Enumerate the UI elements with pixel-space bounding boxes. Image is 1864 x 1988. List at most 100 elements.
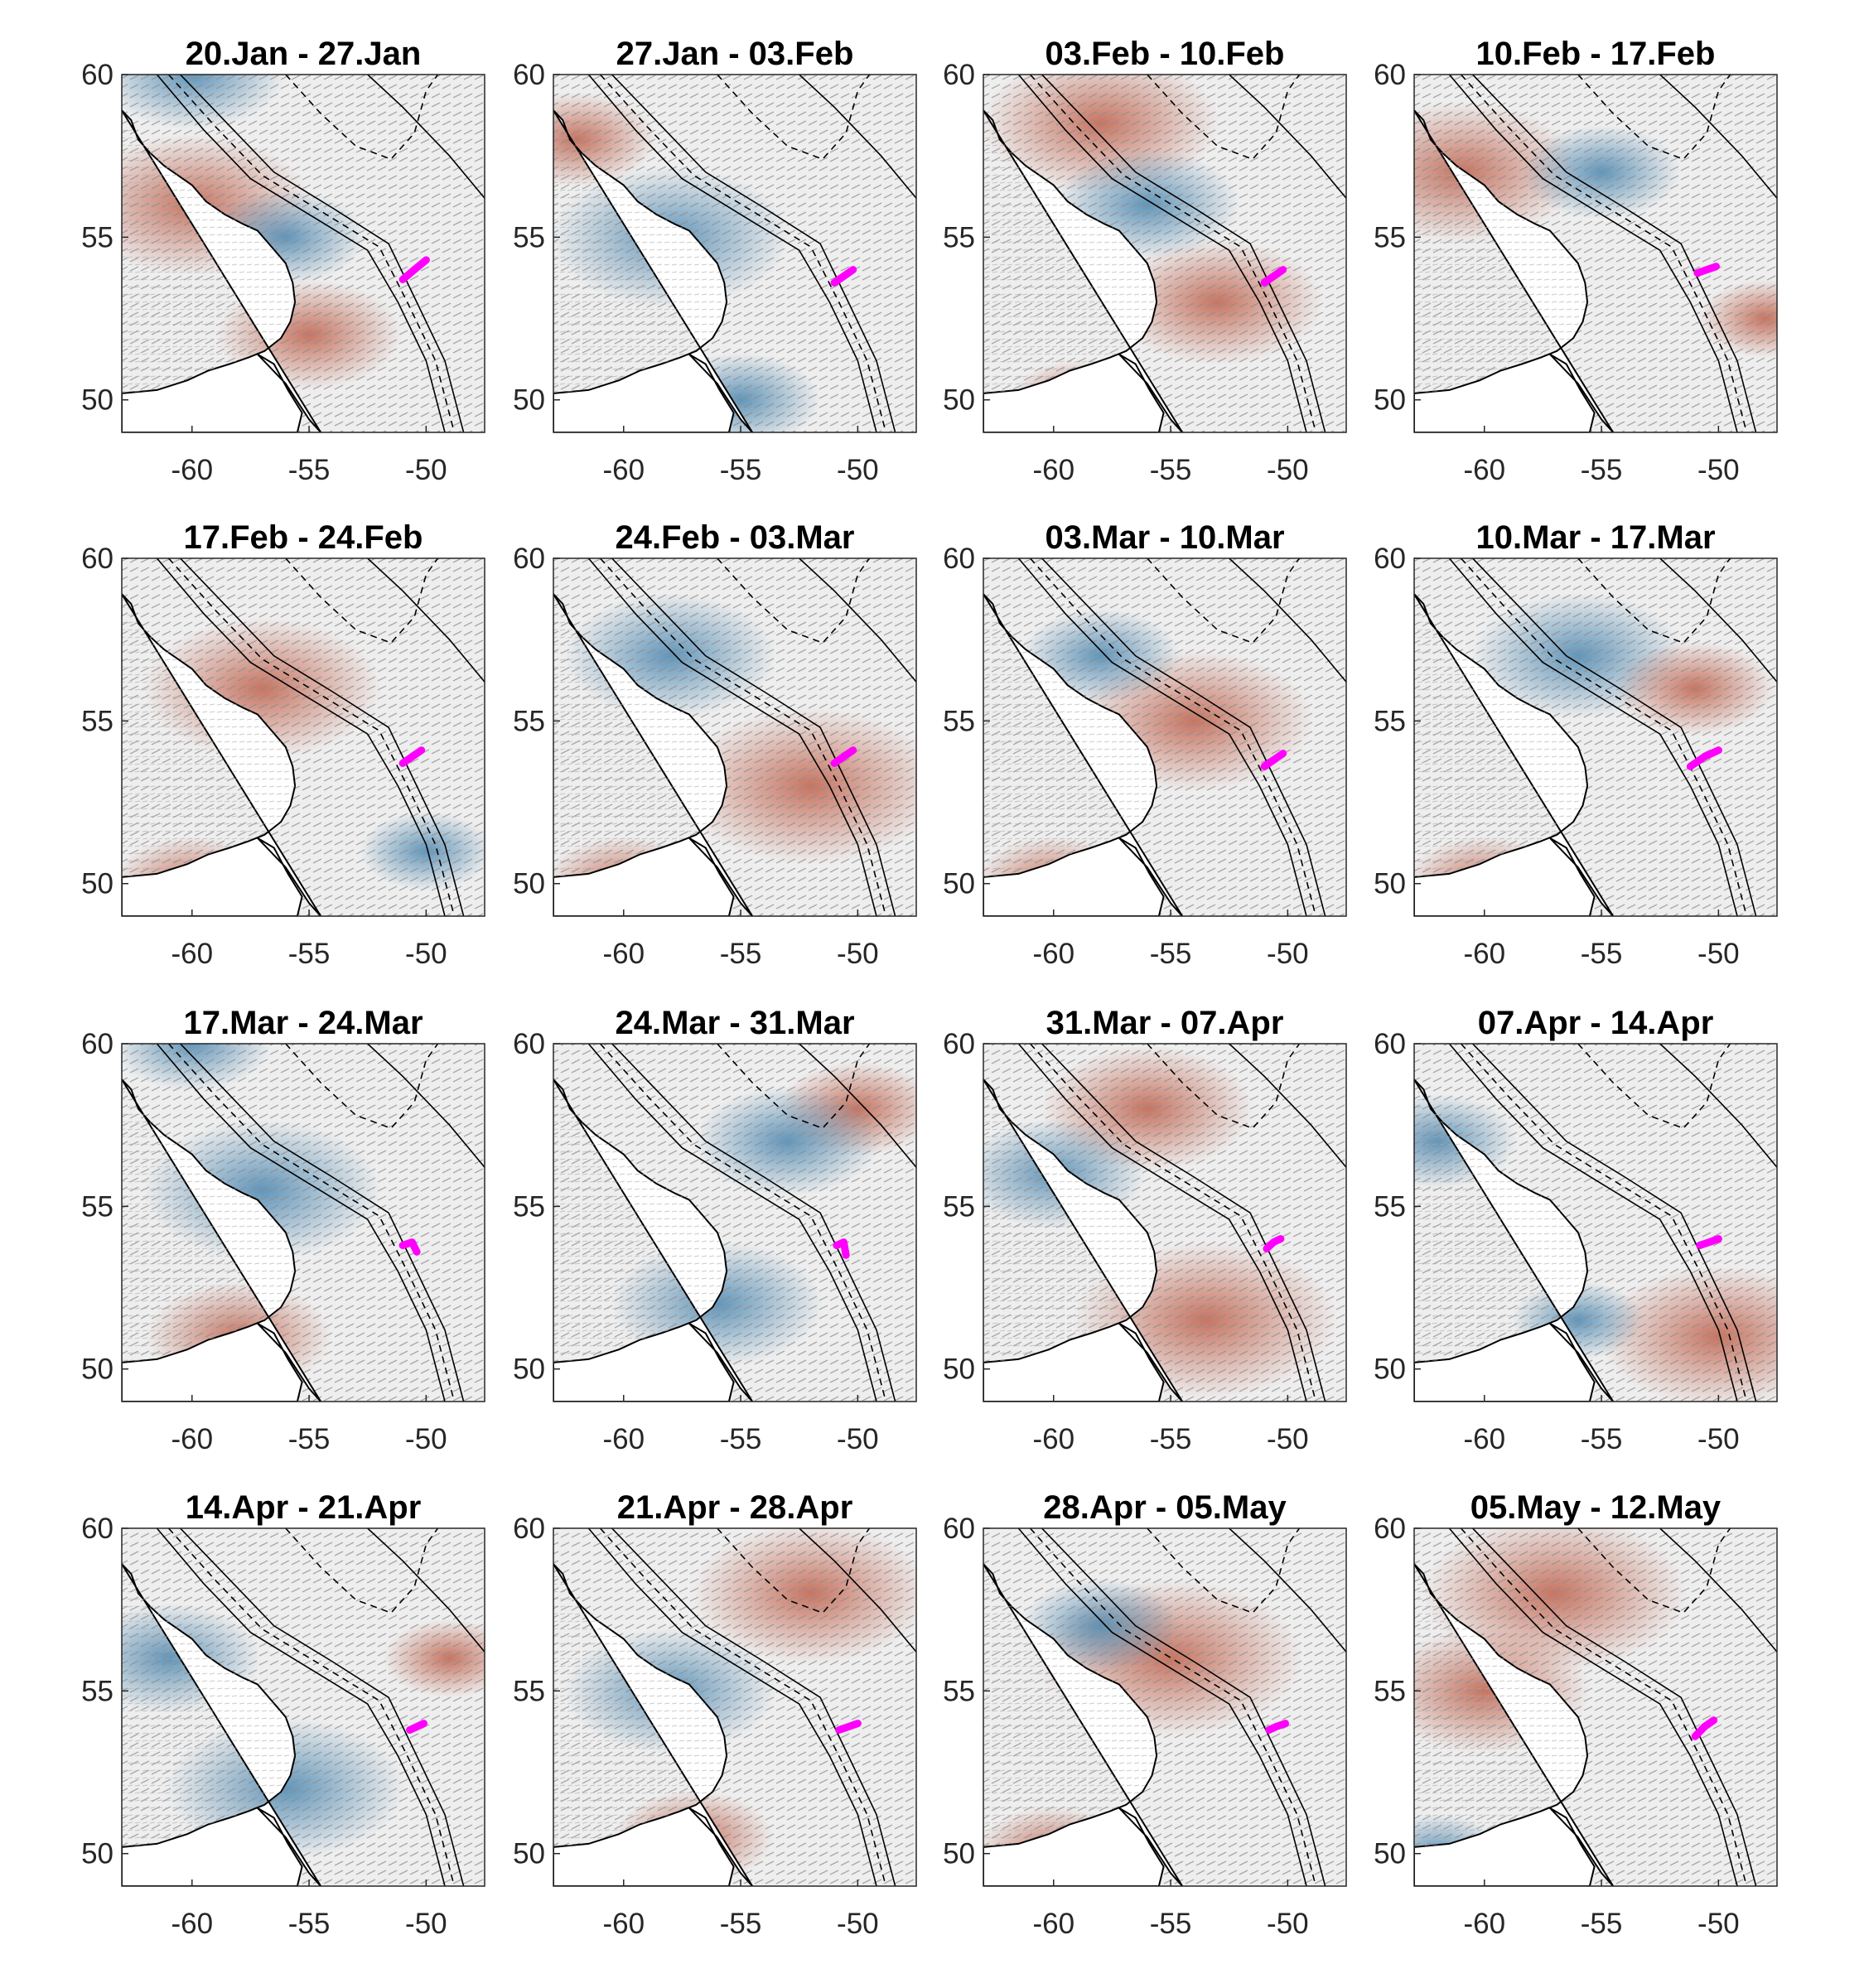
- axes-frame: [553, 557, 917, 917]
- x-tick-label: -50: [1267, 454, 1309, 486]
- bathymetry-contour: [1460, 558, 1748, 916]
- x-tick-label: -60: [1463, 938, 1505, 970]
- axes-frame: [1413, 74, 1778, 433]
- axes-frame: [553, 74, 917, 433]
- land-vector-field: [122, 1079, 296, 1402]
- bathymetry-contour: [799, 558, 916, 683]
- land-vector-field: [553, 1564, 727, 1886]
- axes-frame: [1413, 557, 1778, 917]
- y-tick-label: 60: [1374, 543, 1406, 575]
- bathymetry-contour: [1577, 558, 1731, 644]
- bathymetry-contour: [180, 1044, 465, 1402]
- map-panel: 14.Apr - 21.Apr -60 -55 -50 50 55 60: [81, 1489, 485, 1940]
- y-tick-label: 55: [1374, 1190, 1406, 1223]
- y-tick-label: 55: [1374, 221, 1406, 253]
- bathymetry-contour: [1229, 558, 1346, 683]
- x-tick-label: -50: [837, 1908, 879, 1940]
- bathymetry-contour: [587, 75, 877, 432]
- bathymetry-contour: [156, 1528, 446, 1886]
- panel-title: 20.Jan - 27.Jan: [186, 36, 422, 72]
- bathymetry-contour: [1041, 1528, 1326, 1886]
- x-tick-label: -60: [1032, 1423, 1074, 1455]
- y-tick-label: 50: [1374, 1353, 1406, 1386]
- map-panel: 07.Apr - 14.Apr -60 -55 -50 50 55 60: [1374, 1005, 1778, 1455]
- bathymetry-contour: [599, 1044, 887, 1402]
- y-tick-label: 60: [943, 59, 975, 91]
- axes-frame: [121, 1527, 485, 1887]
- bathymetry-contour: [285, 558, 439, 644]
- bathymetry-contour: [1577, 1528, 1731, 1614]
- drifter-track-marker: [1696, 1235, 1722, 1249]
- x-tick-label: -60: [1463, 1423, 1505, 1455]
- x-tick-label: -50: [1267, 1423, 1309, 1455]
- map-panel: 24.Feb - 03.Mar -60 -55 -50 50 55 60: [513, 519, 917, 970]
- land-vector-field: [983, 110, 1157, 432]
- land-vector-field: [1414, 110, 1588, 432]
- y-tick-label: 60: [1374, 1513, 1406, 1545]
- y-tick-label: 55: [943, 1675, 975, 1707]
- y-tick-label: 55: [513, 221, 545, 253]
- panel-title: 24.Mar - 31.Mar: [615, 1005, 854, 1041]
- axes-frame: [121, 1043, 485, 1402]
- bathymetry-contour: [1029, 1044, 1317, 1402]
- bathymetry-contour: [1041, 1044, 1326, 1402]
- bathymetry-contour: [1147, 75, 1301, 161]
- drifter-track-marker: [398, 746, 426, 767]
- map-panel: 10.Mar - 17.Mar -60 -55 -50 50 55 60: [1374, 519, 1778, 970]
- land-vector-field: [983, 594, 1157, 916]
- y-tick-label: 50: [943, 384, 975, 417]
- bathymetry-contour: [1577, 75, 1731, 161]
- x-tick-label: -60: [171, 1423, 213, 1455]
- y-tick-label: 60: [81, 1028, 113, 1060]
- axes-frame: [1413, 1043, 1778, 1402]
- bathymetry-contour: [1659, 75, 1777, 199]
- bathymetry-contour: [1448, 558, 1738, 916]
- bathymetry-contour: [167, 1528, 456, 1886]
- bathymetry-contour: [1041, 558, 1326, 916]
- x-tick-label: -60: [1032, 938, 1074, 970]
- bathymetry-contour: [1029, 558, 1317, 916]
- bathymetry-contour: [167, 75, 456, 432]
- drifter-track-marker: [406, 1720, 427, 1734]
- y-tick-label: 60: [943, 543, 975, 575]
- drifter-track-marker: [835, 1720, 862, 1734]
- drifter-track-marker: [1260, 750, 1287, 770]
- x-tick-label: -55: [720, 1423, 762, 1455]
- bathymetry-contour: [587, 1044, 877, 1402]
- y-tick-label: 60: [81, 1513, 113, 1545]
- y-tick-label: 50: [513, 868, 545, 900]
- x-tick-label: -50: [1697, 454, 1740, 486]
- y-tick-label: 50: [81, 1353, 113, 1386]
- bathymetry-contour: [180, 558, 465, 916]
- drifter-track-marker: [1265, 1720, 1289, 1734]
- bathymetry-contour: [1472, 75, 1757, 432]
- land-vector-field: [983, 1564, 1157, 1886]
- axes-frame: [983, 1527, 1347, 1887]
- y-tick-label: 55: [1374, 1675, 1406, 1707]
- bathymetry-contour: [717, 558, 871, 644]
- panel-title: 07.Apr - 14.Apr: [1478, 1005, 1714, 1041]
- x-tick-label: -60: [171, 938, 213, 970]
- drifter-track-marker: [398, 256, 430, 283]
- y-tick-label: 50: [943, 1838, 975, 1870]
- map-panel: 28.Apr - 05.May -60 -55 -50 50 55 60: [943, 1489, 1347, 1940]
- bathymetry-contour: [1029, 1528, 1317, 1886]
- y-tick-label: 55: [943, 1190, 975, 1223]
- y-tick-label: 50: [81, 384, 113, 417]
- bathymetry-contour: [285, 1044, 439, 1130]
- panel-title: 28.Apr - 05.May: [1043, 1489, 1287, 1526]
- y-tick-label: 60: [1374, 1028, 1406, 1060]
- axes-frame: [1413, 1527, 1778, 1887]
- x-tick-label: -50: [405, 1423, 447, 1455]
- y-tick-label: 60: [1374, 59, 1406, 91]
- x-tick-label: -60: [171, 454, 213, 486]
- x-tick-label: -55: [720, 1908, 762, 1940]
- y-tick-label: 55: [513, 705, 545, 737]
- panel-title: 14.Apr - 21.Apr: [186, 1489, 422, 1526]
- x-tick-label: -60: [1032, 1908, 1074, 1940]
- bathymetry-contour: [1472, 1528, 1757, 1886]
- bathymetry-contour: [156, 75, 446, 432]
- x-tick-label: -55: [288, 1908, 331, 1940]
- panel-title: 17.Feb - 24.Feb: [184, 519, 423, 556]
- y-tick-label: 50: [943, 1353, 975, 1386]
